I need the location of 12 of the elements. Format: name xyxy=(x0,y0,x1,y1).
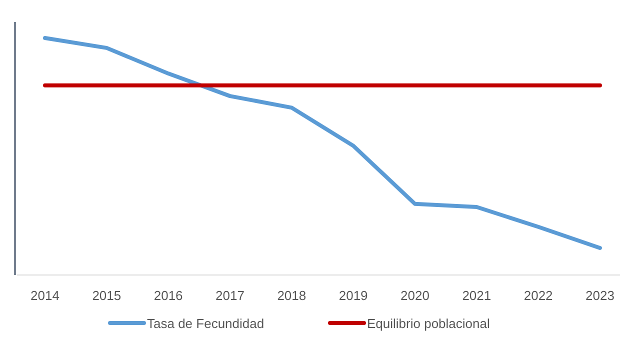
x-tick-label: 2017 xyxy=(216,288,244,303)
legend-label: Equilibrio poblacional xyxy=(367,316,490,331)
x-tick-label: 2021 xyxy=(462,288,492,303)
legend-label: Tasa de Fecundidad xyxy=(147,316,264,331)
x-tick-label: 2023 xyxy=(586,288,614,303)
x-tick-label: 2018 xyxy=(277,288,306,303)
x-tick-label: 2015 xyxy=(92,288,122,303)
x-tick-label: 2022 xyxy=(524,288,553,303)
x-tick-label: 2020 xyxy=(400,288,430,303)
x-tick-label: 2016 xyxy=(154,288,183,303)
x-tick-label: 2019 xyxy=(338,288,368,303)
x-tick-label: 2014 xyxy=(30,288,60,303)
